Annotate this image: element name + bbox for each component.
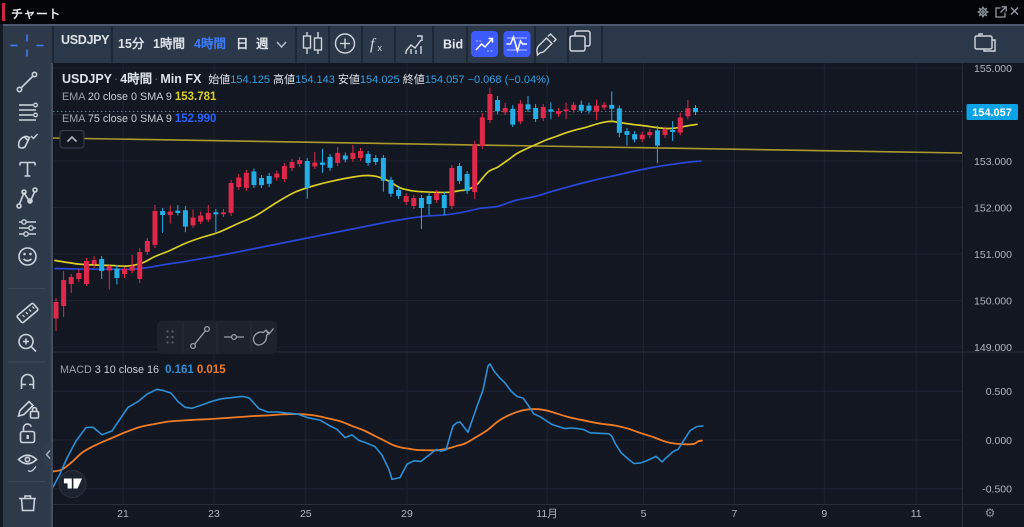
svg-text:150.000: 150.000 xyxy=(974,295,1012,307)
svg-text:149.000: 149.000 xyxy=(974,342,1012,354)
svg-text:0.000: 0.000 xyxy=(986,435,1012,447)
svg-text:29: 29 xyxy=(401,508,413,520)
svg-text:25: 25 xyxy=(300,508,312,520)
svg-text:154.057: 154.057 xyxy=(972,107,1012,119)
svg-text:5: 5 xyxy=(641,508,647,520)
svg-text:⚙: ⚙ xyxy=(985,506,996,520)
svg-text:152.000: 152.000 xyxy=(974,202,1012,214)
svg-text:x: x xyxy=(378,43,383,53)
svg-text:7: 7 xyxy=(731,508,737,520)
svg-text:155.000: 155.000 xyxy=(974,63,1012,75)
svg-text:0.500: 0.500 xyxy=(986,386,1012,398)
svg-text:-0.500: -0.500 xyxy=(982,484,1012,496)
svg-text:21: 21 xyxy=(117,508,129,520)
svg-text:f: f xyxy=(370,36,377,53)
svg-text:23: 23 xyxy=(208,508,220,520)
svg-text:151.000: 151.000 xyxy=(974,249,1012,261)
svg-text:11: 11 xyxy=(911,508,922,520)
svg-text:11月: 11月 xyxy=(536,508,557,520)
svg-text:Bid: Bid xyxy=(443,38,463,52)
svg-text:9: 9 xyxy=(821,508,827,520)
svg-text:153.000: 153.000 xyxy=(974,156,1012,168)
